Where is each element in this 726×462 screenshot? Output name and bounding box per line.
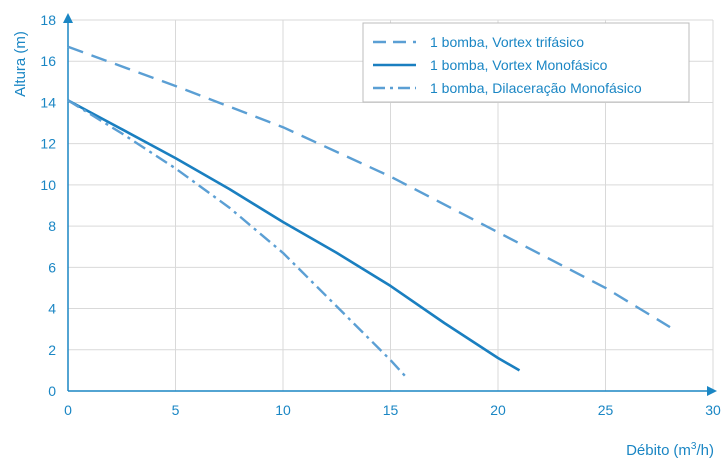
y-tick-label: 16 (40, 53, 56, 69)
x-tick-label: 10 (275, 402, 291, 418)
x-tick-label: 15 (383, 402, 399, 418)
legend-box (362, 22, 690, 103)
series-lines (67, 45, 671, 378)
axes (63, 13, 717, 396)
x-axis-unit-prefix: (m (673, 442, 691, 459)
x-axis-arrow (707, 386, 717, 396)
legend-label-3: 1 bomba, Dilaceração Monofásico (430, 80, 642, 96)
x-axis-unit-sup: 3 (691, 441, 697, 452)
y-tick-label: 18 (40, 12, 56, 28)
series-line-3 (67, 99, 407, 378)
y-tick-label: 12 (40, 136, 56, 152)
legend-label-2: 1 bomba, Vortex Monofásico (430, 57, 608, 73)
y-tick-label: 0 (48, 383, 56, 399)
legend-label-1: 1 bomba, Vortex trifásico (430, 34, 584, 50)
x-tick-label: 20 (490, 402, 506, 418)
y-tick-label: 6 (48, 259, 56, 275)
y-tick-label: 4 (48, 301, 56, 317)
tick-labels: 0 5 10 15 20 25 30 0 2 4 6 8 10 12 14 16 18 (40, 12, 721, 418)
x-tick-label: 25 (598, 402, 614, 418)
y-tick-label: 2 (48, 342, 56, 358)
x-axis-unit-suffix: /h) (696, 442, 714, 459)
x-axis-title: Débito (m3/h) (626, 441, 714, 459)
x-tick-label: 5 (172, 402, 180, 418)
legend: 1 bomba, Vortex trifásico 1 bomba, Vortex… (362, 22, 690, 103)
y-tick-label: 8 (48, 218, 56, 234)
x-axis-title-name: Débito (626, 442, 669, 459)
series-line-1 (67, 45, 671, 329)
y-axis-title: Altura (m) (12, 31, 29, 97)
x-tick-label: 0 (64, 402, 72, 418)
y-tick-label: 10 (40, 177, 56, 193)
x-tick-label: 30 (705, 402, 721, 418)
y-tick-label: 14 (40, 94, 56, 110)
y-axis-arrow (63, 13, 73, 23)
series-line-2 (67, 99, 521, 372)
